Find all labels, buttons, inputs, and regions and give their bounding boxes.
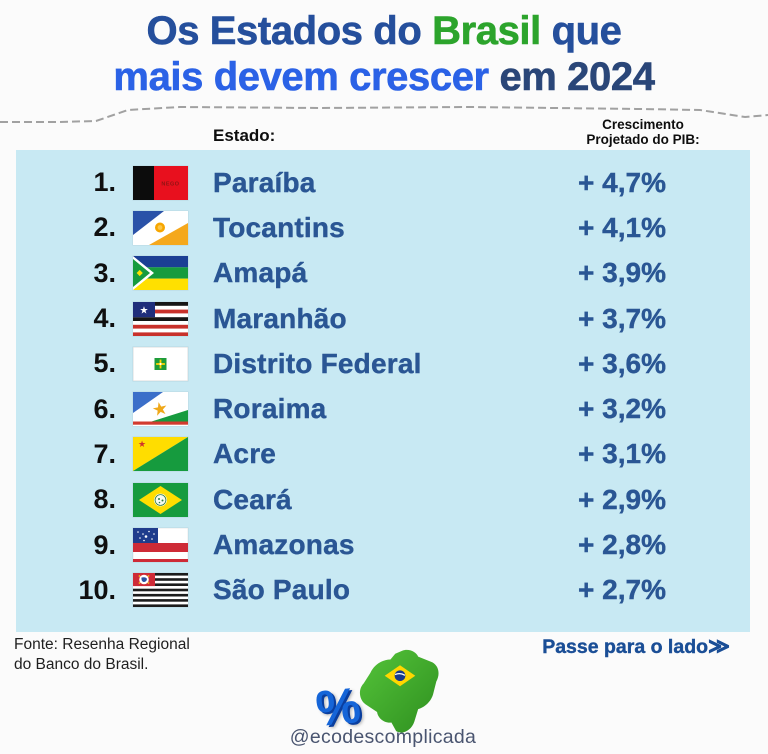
growth-value: + 2,9% — [578, 483, 666, 515]
growth-value: + 3,6% — [578, 347, 666, 379]
sao-paulo-flag-icon — [133, 573, 188, 608]
amapa-flag-icon — [133, 256, 188, 291]
maranhao-flag-icon: ★ — [133, 301, 188, 336]
state-name: São Paulo — [213, 574, 351, 606]
column-header-crescimento-line1: Crescimento — [602, 117, 684, 132]
column-header-crescimento-line2: Projetado do PIB: — [586, 132, 700, 147]
growth-value: + 4,1% — [578, 211, 666, 243]
growth-value: + 4,7% — [578, 166, 666, 198]
rank-number: 7. — [93, 438, 116, 469]
table-row: 7. ★ Acre + 3,1% — [16, 432, 750, 477]
svg-text:★: ★ — [150, 398, 170, 422]
table-row: 2. Tocantins + 4,1% — [16, 205, 750, 250]
rank-number: 3. — [93, 257, 116, 288]
roraima-flag-icon: ★ — [133, 392, 188, 427]
brazil-map-icon — [359, 649, 439, 733]
growth-value: + 3,7% — [578, 302, 666, 334]
amazonas-flag-icon — [133, 528, 188, 563]
title-segment: Os Estados do — [146, 9, 433, 54]
column-header-crescimento: Crescimento Projetado do PIB: — [558, 117, 728, 147]
distrito-federal-flag-icon — [133, 346, 188, 381]
rank-number: 5. — [93, 348, 116, 379]
table-row: 4. ★ Maranhão + 3,7% — [16, 296, 750, 341]
rank-number: 8. — [93, 484, 116, 515]
page-title: Os Estados do Brasil que mais devem cres… — [0, 8, 768, 100]
growth-value: + 3,2% — [578, 393, 666, 425]
table-row: 3. Amapá + 3,9% — [16, 251, 750, 296]
svg-text:NEGO: NEGO — [161, 181, 179, 187]
ranking-rows: 1. NEGO Paraíba + 4,7% 2. Tocantins + 4,… — [16, 160, 750, 613]
state-name: Acre — [213, 438, 277, 470]
tocantins-flag-icon — [133, 210, 188, 245]
swipe-cue: Passe para o lado≫ — [542, 634, 730, 659]
state-name: Paraíba — [213, 166, 316, 198]
growth-value: + 3,9% — [578, 257, 666, 289]
acre-flag-icon: ★ — [133, 437, 188, 472]
title-segment: que — [540, 9, 622, 54]
title-brand-segment: Brasil — [432, 9, 542, 54]
state-name: Roraima — [213, 393, 327, 425]
state-name: Maranhão — [213, 302, 347, 334]
rank-number: 2. — [93, 212, 116, 243]
title-line-1: Os Estados do Brasil que — [0, 8, 768, 54]
source-note: Fonte: Resenha Regional do Banco do Bras… — [14, 635, 190, 674]
rank-number: 4. — [93, 303, 116, 334]
table-row: 9. Amazonas + 2,8% — [16, 522, 750, 567]
title-segment: mais devem crescer — [113, 55, 500, 100]
state-name: Amazonas — [213, 529, 355, 561]
swipe-label: Passe para o lado — [542, 636, 709, 658]
state-name: Distrito Federal — [213, 347, 422, 379]
account-handle: @ecodescomplicada — [289, 726, 477, 748]
state-name: Ceará — [213, 483, 292, 515]
ceara-flag-icon — [133, 482, 188, 517]
state-name: Amapá — [213, 257, 308, 289]
source-line-2: do Banco do Brasil. — [14, 655, 149, 673]
rank-number: 10. — [78, 574, 116, 605]
svg-text:★: ★ — [138, 440, 146, 450]
source-line-1: Fonte: Resenha Regional — [14, 636, 190, 653]
paraiba-flag-icon: NEGO — [133, 165, 188, 200]
growth-value: + 3,1% — [578, 438, 666, 470]
title-line-2: mais devem crescer em 2024 — [0, 54, 768, 100]
double-chevron-right-icon: ≫ — [708, 635, 730, 658]
svg-text:★: ★ — [140, 305, 149, 316]
table-row: 10. São Paulo + 2,7% — [16, 568, 750, 613]
rank-number: 9. — [93, 529, 116, 560]
growth-value: + 2,7% — [578, 574, 666, 606]
growth-value: + 2,8% — [578, 529, 666, 561]
title-segment: em 2024 — [499, 55, 655, 100]
rank-number: 6. — [93, 393, 116, 424]
rank-number: 1. — [93, 167, 116, 198]
column-header-estado: Estado: — [213, 126, 276, 145]
table-row: 8. Ceará + 2,9% — [16, 477, 750, 522]
table-row: 5. Distrito Federal + 3,6% — [16, 341, 750, 386]
ranking-panel: 1. NEGO Paraíba + 4,7% 2. Tocantins + 4,… — [16, 150, 750, 632]
state-name: Tocantins — [213, 211, 345, 243]
table-row: 1. NEGO Paraíba + 4,7% — [16, 160, 750, 205]
table-row: 6. ★ Roraima + 3,2% — [16, 386, 750, 431]
